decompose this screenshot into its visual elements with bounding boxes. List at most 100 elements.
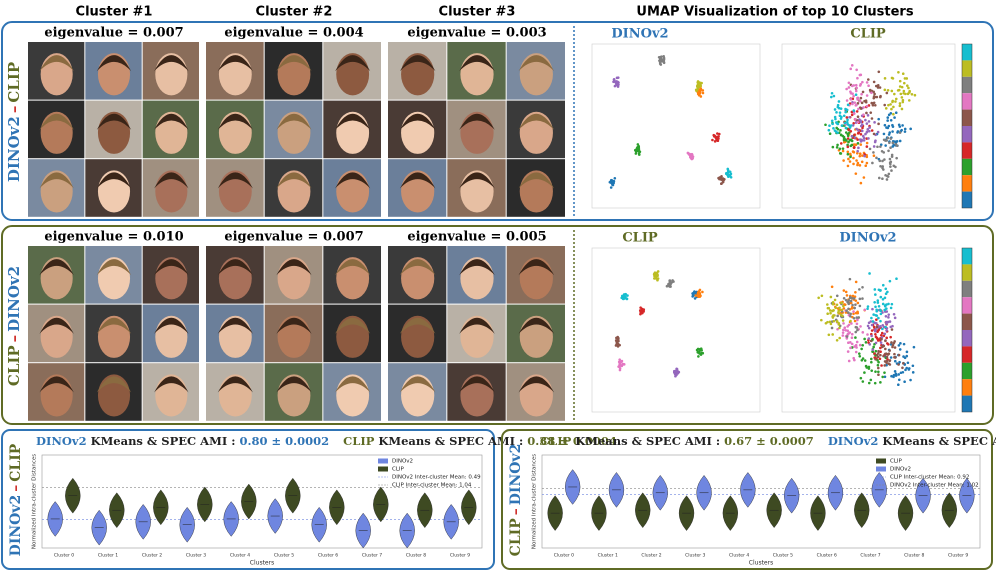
umap-point — [859, 132, 863, 136]
hair — [518, 172, 555, 189]
umap-point — [861, 80, 864, 84]
umap-point — [861, 380, 865, 383]
umap-point — [859, 143, 863, 146]
umap-point — [846, 103, 850, 107]
umap-point — [867, 381, 871, 385]
colorbar-cell — [962, 109, 972, 126]
umap-point — [834, 117, 837, 121]
umap-point — [656, 277, 660, 280]
umap-point — [861, 154, 864, 157]
umap-point — [852, 162, 855, 166]
row-box — [1, 21, 994, 221]
umap-point — [839, 133, 843, 137]
ami-model: CLIP — [540, 434, 572, 448]
umap-point — [620, 296, 624, 300]
umap-point — [618, 358, 621, 361]
umap-point — [872, 325, 876, 329]
umap-point — [898, 79, 902, 83]
colorbar-cell — [962, 76, 972, 94]
umap-point — [860, 139, 864, 142]
umap-point — [870, 129, 874, 132]
umap-point — [626, 294, 629, 297]
umap-point — [906, 361, 910, 365]
umap-point — [696, 294, 700, 298]
umap-point — [694, 294, 698, 297]
umap-point — [899, 92, 903, 96]
umap-point — [884, 287, 888, 291]
umap-point — [871, 320, 875, 323]
umap-point — [880, 337, 883, 341]
legend-label: CLIP Inter-cluster Mean: 1.04 — [392, 483, 472, 489]
umap-point — [864, 364, 868, 368]
umap-point — [863, 359, 867, 362]
umap-point — [885, 91, 889, 95]
umap-point — [846, 143, 849, 147]
umap-point — [864, 118, 867, 122]
umap-point — [611, 183, 614, 186]
umap-point — [623, 296, 627, 300]
umap-point — [718, 132, 721, 136]
umap-point — [877, 70, 881, 74]
umap-point — [657, 55, 661, 59]
umap-point — [854, 172, 858, 175]
colorbar-cell — [962, 126, 972, 143]
ami-model: DINOv2 — [36, 434, 87, 448]
umap-point — [849, 155, 852, 159]
umap-subtitle: CLIP — [850, 27, 886, 42]
umap-point — [863, 308, 867, 312]
umap-point — [862, 106, 865, 109]
umap-point — [874, 305, 877, 309]
umap-point — [729, 175, 733, 179]
umap-point — [867, 337, 871, 340]
umap-point — [864, 99, 868, 103]
umap-point — [865, 111, 868, 115]
umap-point — [874, 370, 877, 373]
umap-point — [841, 334, 845, 337]
umap-point — [835, 338, 839, 342]
hair — [518, 376, 555, 393]
umap-point — [885, 355, 889, 359]
umap-point — [842, 289, 846, 292]
umap-point — [870, 316, 873, 320]
umap-point — [855, 127, 858, 131]
umap-point — [870, 369, 874, 372]
eigenvalue: eigenvalue = 0.007 — [224, 230, 363, 245]
hair — [217, 172, 253, 189]
umap-point — [883, 296, 887, 300]
hair — [399, 55, 436, 72]
umap-point — [865, 94, 869, 97]
colorbar-frame — [961, 247, 973, 413]
umap-point — [847, 140, 850, 144]
umap-point — [860, 92, 863, 96]
umap-point — [637, 149, 640, 153]
umap-point — [884, 339, 887, 343]
x-tick-label: Cluster 8 — [904, 553, 924, 559]
umap-point — [826, 303, 829, 306]
umap-point — [640, 310, 644, 314]
umap-point — [728, 170, 732, 174]
umap-point — [887, 172, 891, 176]
umap-point — [713, 140, 717, 143]
umap-point — [881, 302, 885, 306]
umap-point — [911, 371, 915, 374]
umap-point — [842, 322, 845, 325]
umap-point — [824, 321, 828, 325]
umap-point — [853, 101, 857, 104]
umap-point — [885, 336, 889, 340]
umap-point — [852, 316, 856, 320]
umap-point — [844, 107, 847, 111]
hair — [459, 317, 495, 334]
eigenvalue: eigenvalue = 0.005 — [407, 230, 546, 245]
hair — [518, 55, 555, 72]
row-label-part: – — [5, 335, 23, 343]
umap-point — [831, 302, 835, 306]
umap-point — [838, 326, 841, 330]
hair — [276, 259, 312, 276]
umap-point — [855, 159, 858, 162]
umap-point — [898, 102, 902, 105]
umap-point — [892, 105, 895, 109]
hair — [217, 55, 253, 72]
umap-point — [694, 88, 698, 92]
umap-point — [868, 129, 871, 133]
umap-point — [841, 314, 844, 317]
